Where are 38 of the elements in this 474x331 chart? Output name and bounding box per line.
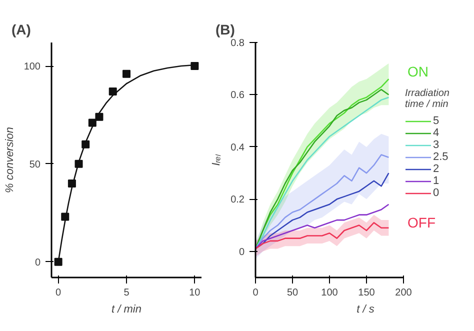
chart-title: (A)	[12, 22, 31, 38]
legend-label: 4	[433, 127, 440, 139]
y-tick-label: 0.4	[230, 142, 245, 154]
y-tick-label: 0.6	[230, 90, 245, 102]
legend-label: 0	[433, 187, 440, 199]
point	[122, 70, 130, 78]
y-tick-label: 0	[238, 246, 245, 258]
legend-label: 3	[433, 139, 440, 151]
x-tick-label: 200	[395, 288, 412, 298]
legend-label: 2	[433, 163, 440, 175]
y-tick-label: 0	[34, 257, 41, 268]
legend-label: 1	[433, 175, 440, 187]
x-tick-label: 0	[56, 288, 62, 298]
point	[54, 258, 62, 266]
legend-label: 5	[433, 115, 440, 127]
legend-title: Irradiation time / min	[405, 88, 450, 110]
line-series	[256, 204, 390, 250]
x-tick-label: 0	[252, 288, 259, 298]
x-axis-title: t / s	[356, 304, 375, 316]
line-series	[256, 222, 390, 250]
text: ON	[408, 64, 428, 80]
text: OFF	[408, 214, 436, 230]
x-tick-label: 150	[358, 288, 376, 298]
legend-label: 2.5	[433, 151, 450, 163]
line-series	[256, 154, 390, 250]
chart-title: (B)	[216, 22, 235, 38]
y-axis-title: Iᵣₑₗ	[210, 153, 223, 166]
x-tick-label: 100	[321, 288, 338, 298]
y-tick-label: 50	[29, 159, 41, 170]
point	[190, 62, 199, 70]
x-tick-label: 50	[286, 288, 298, 298]
x-axis-title: t / min	[112, 304, 142, 316]
x-tick-label: 5	[124, 288, 130, 298]
y-tick-label: 0.8	[230, 38, 245, 49]
y-tick-label: 100	[24, 62, 41, 72]
y-tick-label: 0.2	[230, 194, 245, 206]
y-axis-title: % conversion	[4, 126, 16, 194]
x-tick-label: 10	[189, 288, 201, 298]
